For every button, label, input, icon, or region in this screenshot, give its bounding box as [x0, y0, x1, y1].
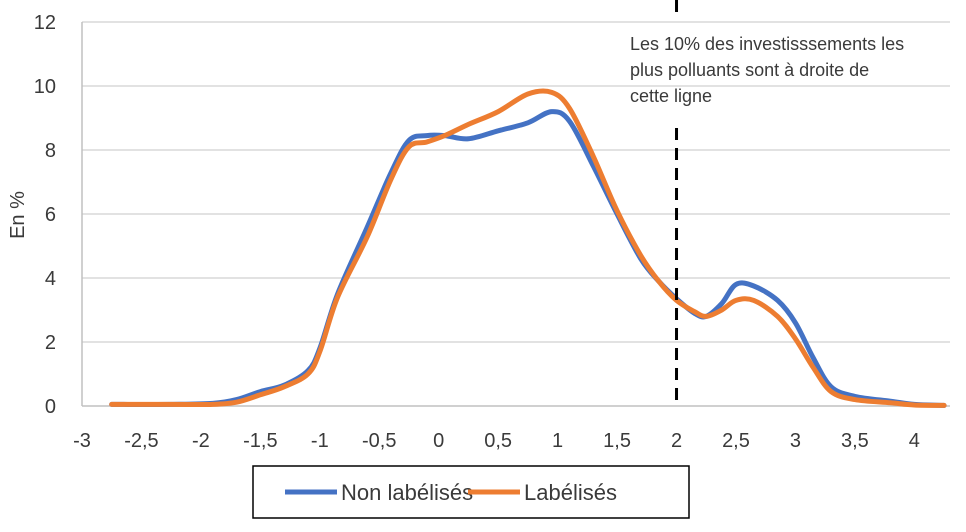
- annotation-text: Les 10% des investisssements les plus pol…: [630, 34, 904, 106]
- series-line-non-labelises: [109, 109, 947, 408]
- annotation-line: cette ligne: [630, 86, 712, 106]
- x-tick-label: 0,5: [484, 430, 512, 452]
- y-axis-label: En %: [7, 191, 29, 239]
- y-tick-label: 8: [45, 140, 56, 162]
- x-tick-label: 3,5: [841, 430, 869, 452]
- x-tick-label: -1,5: [243, 430, 277, 452]
- y-tick-label: 2: [45, 332, 56, 354]
- x-tick-label: -1: [311, 430, 329, 452]
- y-tick-label: 6: [45, 204, 56, 226]
- annotation-line: plus polluants sont à droite de: [630, 60, 869, 80]
- y-tick-label: 12: [34, 12, 56, 34]
- y-tick-label: 10: [34, 76, 56, 98]
- y-axis-ticks: 0 2 4 6 8 10 12: [34, 12, 56, 418]
- x-tick-label: 1: [552, 430, 563, 452]
- legend-items: Non labélisés Labélisés: [285, 480, 617, 505]
- series-lines: [109, 88, 947, 408]
- legend-label: Non labélisés: [341, 480, 473, 505]
- x-tick-label: 2,5: [722, 430, 750, 452]
- x-tick-label: -3: [73, 430, 91, 452]
- x-tick-label: 4: [909, 430, 920, 452]
- x-tick-label: -0,5: [362, 430, 396, 452]
- x-tick-label: 0: [433, 430, 444, 452]
- annotation-line: Les 10% des investisssements les: [630, 34, 904, 54]
- x-tick-label: -2: [192, 430, 210, 452]
- x-tick-label: 3: [790, 430, 801, 452]
- y-tick-label: 0: [45, 396, 56, 418]
- x-tick-label: 2: [671, 430, 682, 452]
- legend-label: Labélisés: [524, 480, 617, 505]
- x-tick-label: 1,5: [603, 430, 631, 452]
- series-line-labelises: [109, 88, 947, 408]
- x-tick-label: -2,5: [124, 430, 158, 452]
- x-axis-ticks: -3 -2,5 -2 -1,5 -1 -0,5 0 0,5 1 1,5 2 2,5 3 3,5 4: [73, 430, 920, 452]
- y-tick-label: 4: [45, 268, 56, 290]
